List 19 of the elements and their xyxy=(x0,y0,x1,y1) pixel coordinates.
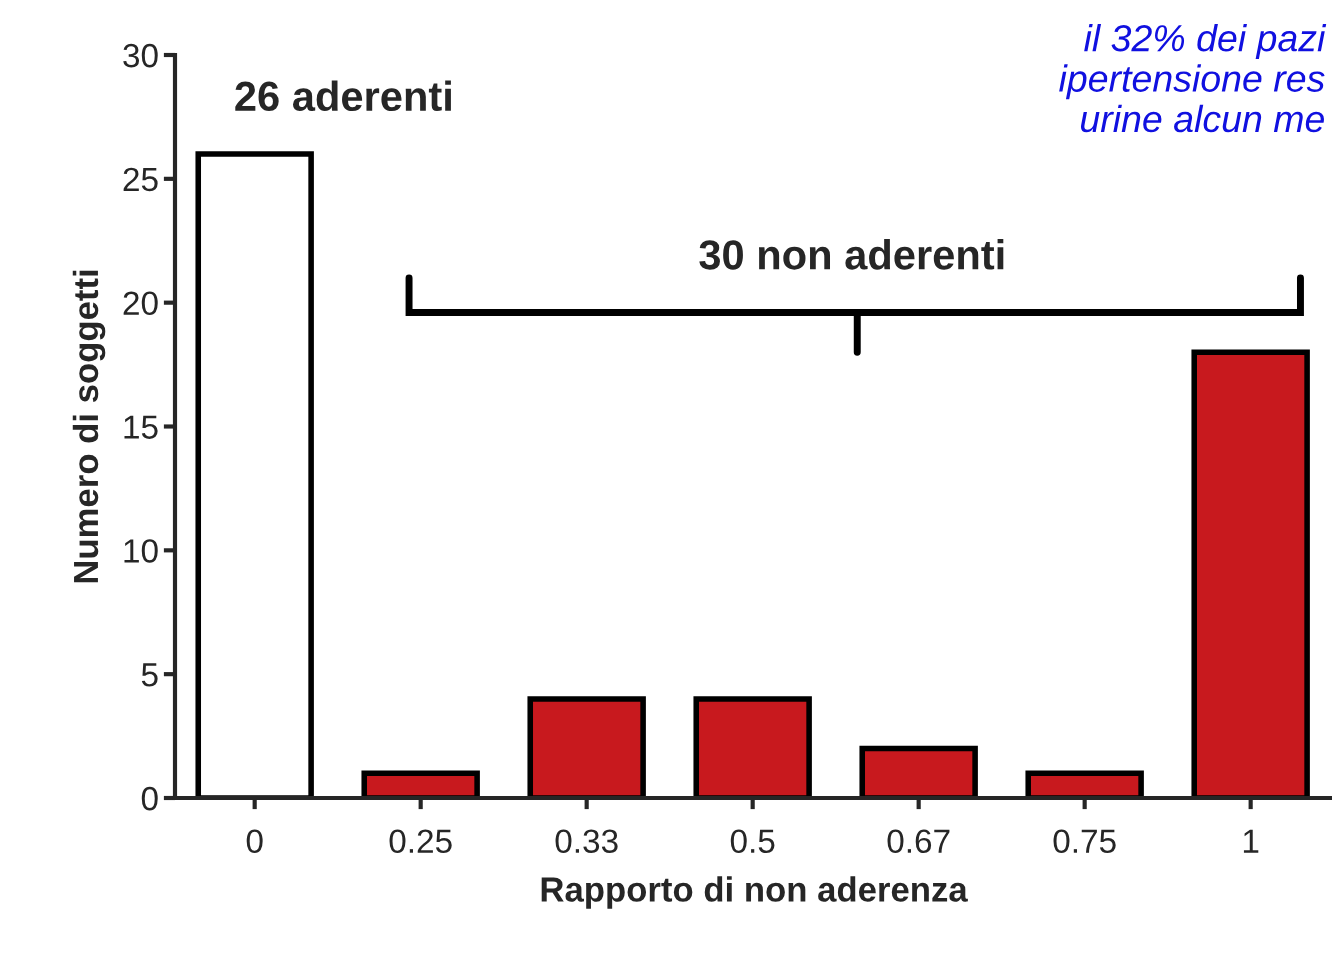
annotation: 26 aderenti xyxy=(235,80,451,112)
annotation: il 32% dei pazi ipertensione res urine alcun me xyxy=(1059,23,1327,133)
x-axis-title: Rapporto di non aderenza xyxy=(541,876,968,909)
x-tick-label: 1 xyxy=(1243,829,1259,853)
x-tick-label: 0.33 xyxy=(555,829,618,854)
y-tick-label: 5 xyxy=(141,663,158,687)
x-tick-label: 0.25 xyxy=(389,829,452,854)
y-tick-label: 25 xyxy=(123,167,158,192)
y-tick-label: 30 xyxy=(123,43,158,68)
x-tick-label: 0.5 xyxy=(730,829,775,854)
y-tick-label: 20 xyxy=(123,291,158,316)
y-tick-label: 15 xyxy=(124,415,158,439)
x-tick-label: 0.75 xyxy=(1053,829,1116,854)
y-axis-title: Numero di soggetti xyxy=(72,270,106,583)
annotation: 30 non aderenti xyxy=(699,239,1004,270)
x-tick-label: 0.67 xyxy=(887,829,950,854)
y-tick-label: 0 xyxy=(141,786,158,811)
y-tick-label: 10 xyxy=(124,539,158,563)
x-tick-label: 0 xyxy=(246,829,263,854)
